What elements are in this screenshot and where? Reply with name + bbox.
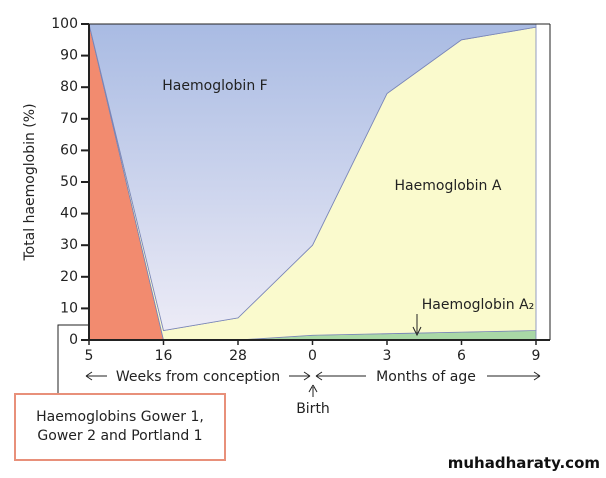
y-tick-label: 10 — [60, 300, 78, 316]
arrow — [85, 371, 107, 381]
x-tick-label: 28 — [229, 348, 247, 364]
arrow — [308, 384, 318, 397]
y-tick-label: 100 — [51, 16, 78, 32]
arrow-head — [412, 326, 422, 337]
y-tick-label: 80 — [60, 79, 78, 95]
annotation: Weeks from conception — [116, 369, 280, 385]
arrow — [289, 371, 311, 381]
x-tick-label: 9 — [532, 348, 541, 364]
arrow — [315, 371, 366, 381]
arrow — [487, 371, 541, 381]
x-tick-label: 5 — [85, 348, 94, 364]
series-label: Haemoglobin F — [162, 78, 267, 94]
y-tick-label: 20 — [60, 269, 78, 285]
y-tick-label: 40 — [60, 206, 78, 222]
connector — [57, 324, 89, 393]
x-tick-label: 6 — [457, 348, 466, 364]
annotation: Birth — [296, 401, 330, 417]
y-tick-label: 60 — [60, 142, 78, 158]
x-tick-label: 16 — [155, 348, 173, 364]
x-tick-label: 0 — [308, 348, 317, 364]
series-label: Haemoglobin A — [395, 178, 502, 194]
y-tick-label: 30 — [60, 237, 78, 253]
series-label: Haemoglobin A₂ — [422, 297, 535, 313]
series-label-box: Haemoglobins Gower 1, Gower 2 and Portla… — [14, 393, 226, 461]
y-axis-label: Total haemoglobin (%) — [22, 103, 38, 261]
y-tick-label: 90 — [60, 48, 78, 64]
y-tick-label: 50 — [60, 174, 78, 190]
y-tick-label: 70 — [60, 111, 78, 127]
y-tick-label: 0 — [69, 332, 78, 348]
x-tick-label: 3 — [383, 348, 392, 364]
annotation: Months of age — [376, 369, 476, 385]
watermark: muhadharaty.com — [447, 454, 600, 472]
